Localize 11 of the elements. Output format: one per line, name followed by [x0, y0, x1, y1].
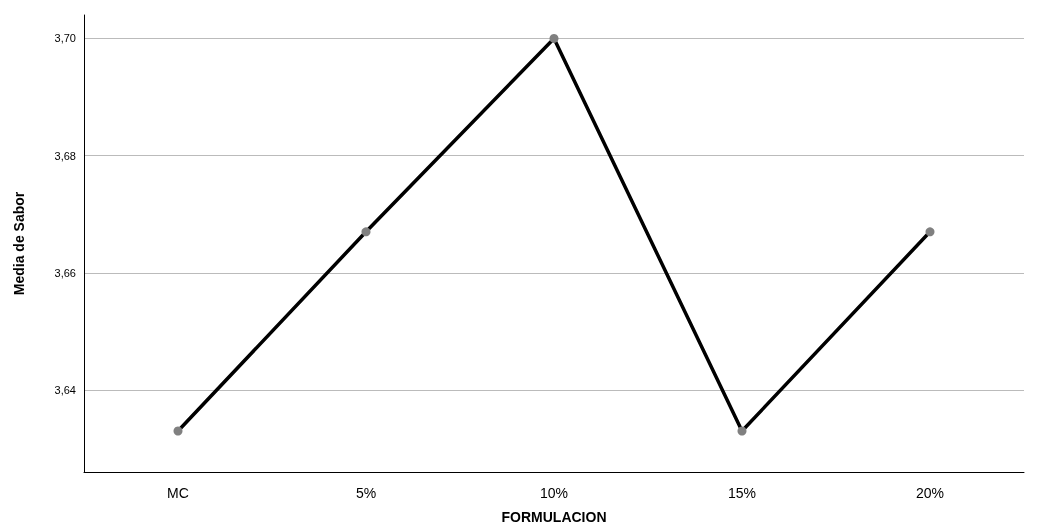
- x-tick-label: MC: [167, 485, 189, 501]
- x-tick-label: 20%: [915, 485, 945, 501]
- x-tick-label: 15%: [727, 485, 757, 501]
- y-tick-label: 3,70: [54, 32, 76, 45]
- x-axis-title: FORMULACION: [501, 509, 607, 525]
- y-axis-title: Media de Sabor: [11, 191, 27, 296]
- y-tick-label: 3,64: [54, 383, 76, 396]
- y-tick-label: 3,66: [54, 266, 76, 279]
- x-tick-label: 5%: [355, 485, 377, 501]
- y-tick-label: 3,68: [54, 149, 76, 162]
- x-tick-label: 10%: [539, 485, 569, 501]
